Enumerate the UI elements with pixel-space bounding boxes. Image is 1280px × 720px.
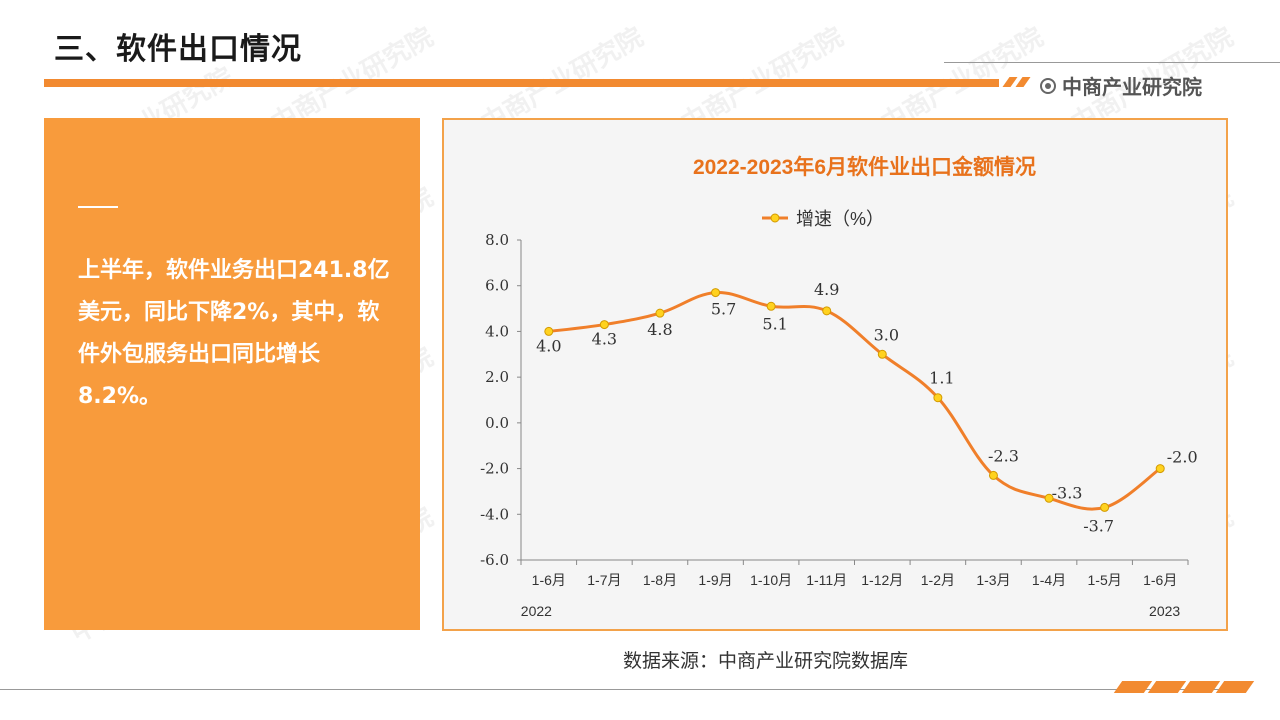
x-tick-label: 1-6月 — [532, 572, 566, 588]
y-tick-label: -6.0 — [480, 551, 509, 569]
data-label: -3.7 — [1083, 516, 1114, 535]
legend-marker-swatch — [770, 213, 780, 223]
data-label: 5.7 — [711, 300, 736, 319]
data-label: 5.1 — [762, 314, 787, 333]
data-point — [822, 306, 832, 316]
data-point — [1155, 464, 1165, 474]
data-point — [655, 308, 665, 318]
series-line-growth — [548, 291, 1162, 511]
data-label: 4.0 — [536, 336, 561, 355]
data-point — [711, 288, 721, 298]
data-label: 4.3 — [592, 330, 617, 349]
legend-label: 增速（%） — [796, 209, 884, 229]
chart-container: 2022-2023年6月软件业出口金额情况增速（%） 8.0 6.0 4.0 2.0 0.… — [442, 118, 1228, 631]
page-title: 三、软件出口情况 — [54, 32, 302, 67]
header-stripes — [1002, 77, 1031, 87]
y-tick-label: 4.0 — [485, 322, 509, 340]
x-tick-label: 1-11月 — [806, 572, 847, 588]
data-point — [877, 349, 887, 359]
data-label: 1.1 — [929, 369, 954, 388]
data-label: -2.3 — [988, 446, 1019, 465]
y-tick-label: 8.0 — [485, 231, 509, 249]
chart-title: 2022-2023年6月软件业出口金额情况 — [693, 155, 1036, 179]
header-divider — [944, 62, 1280, 63]
x-tick-label: 1-4月 — [1032, 572, 1066, 588]
y-tick-label: 2.0 — [485, 368, 509, 386]
y-tick-label: -4.0 — [480, 505, 509, 523]
title-underline-bar — [44, 79, 999, 87]
y-tick-label: 0.0 — [485, 414, 509, 432]
data-point — [1100, 502, 1110, 512]
x-tick-label: 1-3月 — [976, 572, 1010, 588]
x-tick-label: 1-9月 — [698, 572, 732, 588]
y-tick-label: 6.0 — [485, 277, 509, 295]
x-tick-label: 1-2月 — [921, 572, 955, 588]
x-tick-label: 1-7月 — [587, 572, 621, 588]
data-label: 4.9 — [814, 280, 839, 299]
brand-logo-icon — [1040, 77, 1056, 94]
data-source: 数据来源：中商产业研究院数据库 — [623, 650, 909, 672]
data-point — [933, 393, 943, 403]
y-tick-label: -2.0 — [480, 460, 509, 478]
data-point — [1044, 493, 1054, 503]
x-tick-label: 1-10月 — [750, 572, 792, 588]
summary-text: 上半年，软件业务出口241.8亿美元，同比下降2%，其中，软件外包服务出口同比增… — [78, 258, 390, 409]
data-point — [544, 326, 554, 336]
x-tick-label: 1-5月 — [1088, 572, 1122, 588]
data-label: 3.0 — [874, 325, 899, 344]
x-tick-label: 1-6月 — [1143, 572, 1177, 588]
data-point — [599, 320, 609, 330]
data-label: 4.8 — [647, 320, 672, 339]
brand-name: 中商产业研究院 — [1062, 75, 1202, 99]
brand: 中商产业研究院 — [1040, 71, 1202, 100]
data-point — [766, 301, 776, 311]
panel-divider — [78, 206, 118, 208]
summary-panel: 上半年，软件业务出口241.8亿美元，同比下降2%，其中，软件外包服务出口同比增… — [44, 118, 420, 630]
footer-divider — [0, 689, 1230, 690]
data-label: -2.0 — [1167, 448, 1198, 467]
data-label: -3.3 — [1052, 483, 1083, 502]
year-label-start: 2022 — [521, 603, 552, 619]
x-tick-label: 1-12月 — [861, 572, 903, 588]
footer-stripes — [1112, 681, 1255, 693]
x-tick-label: 1-8月 — [643, 572, 677, 588]
data-point — [988, 470, 998, 480]
year-label-end: 2023 — [1149, 603, 1180, 619]
